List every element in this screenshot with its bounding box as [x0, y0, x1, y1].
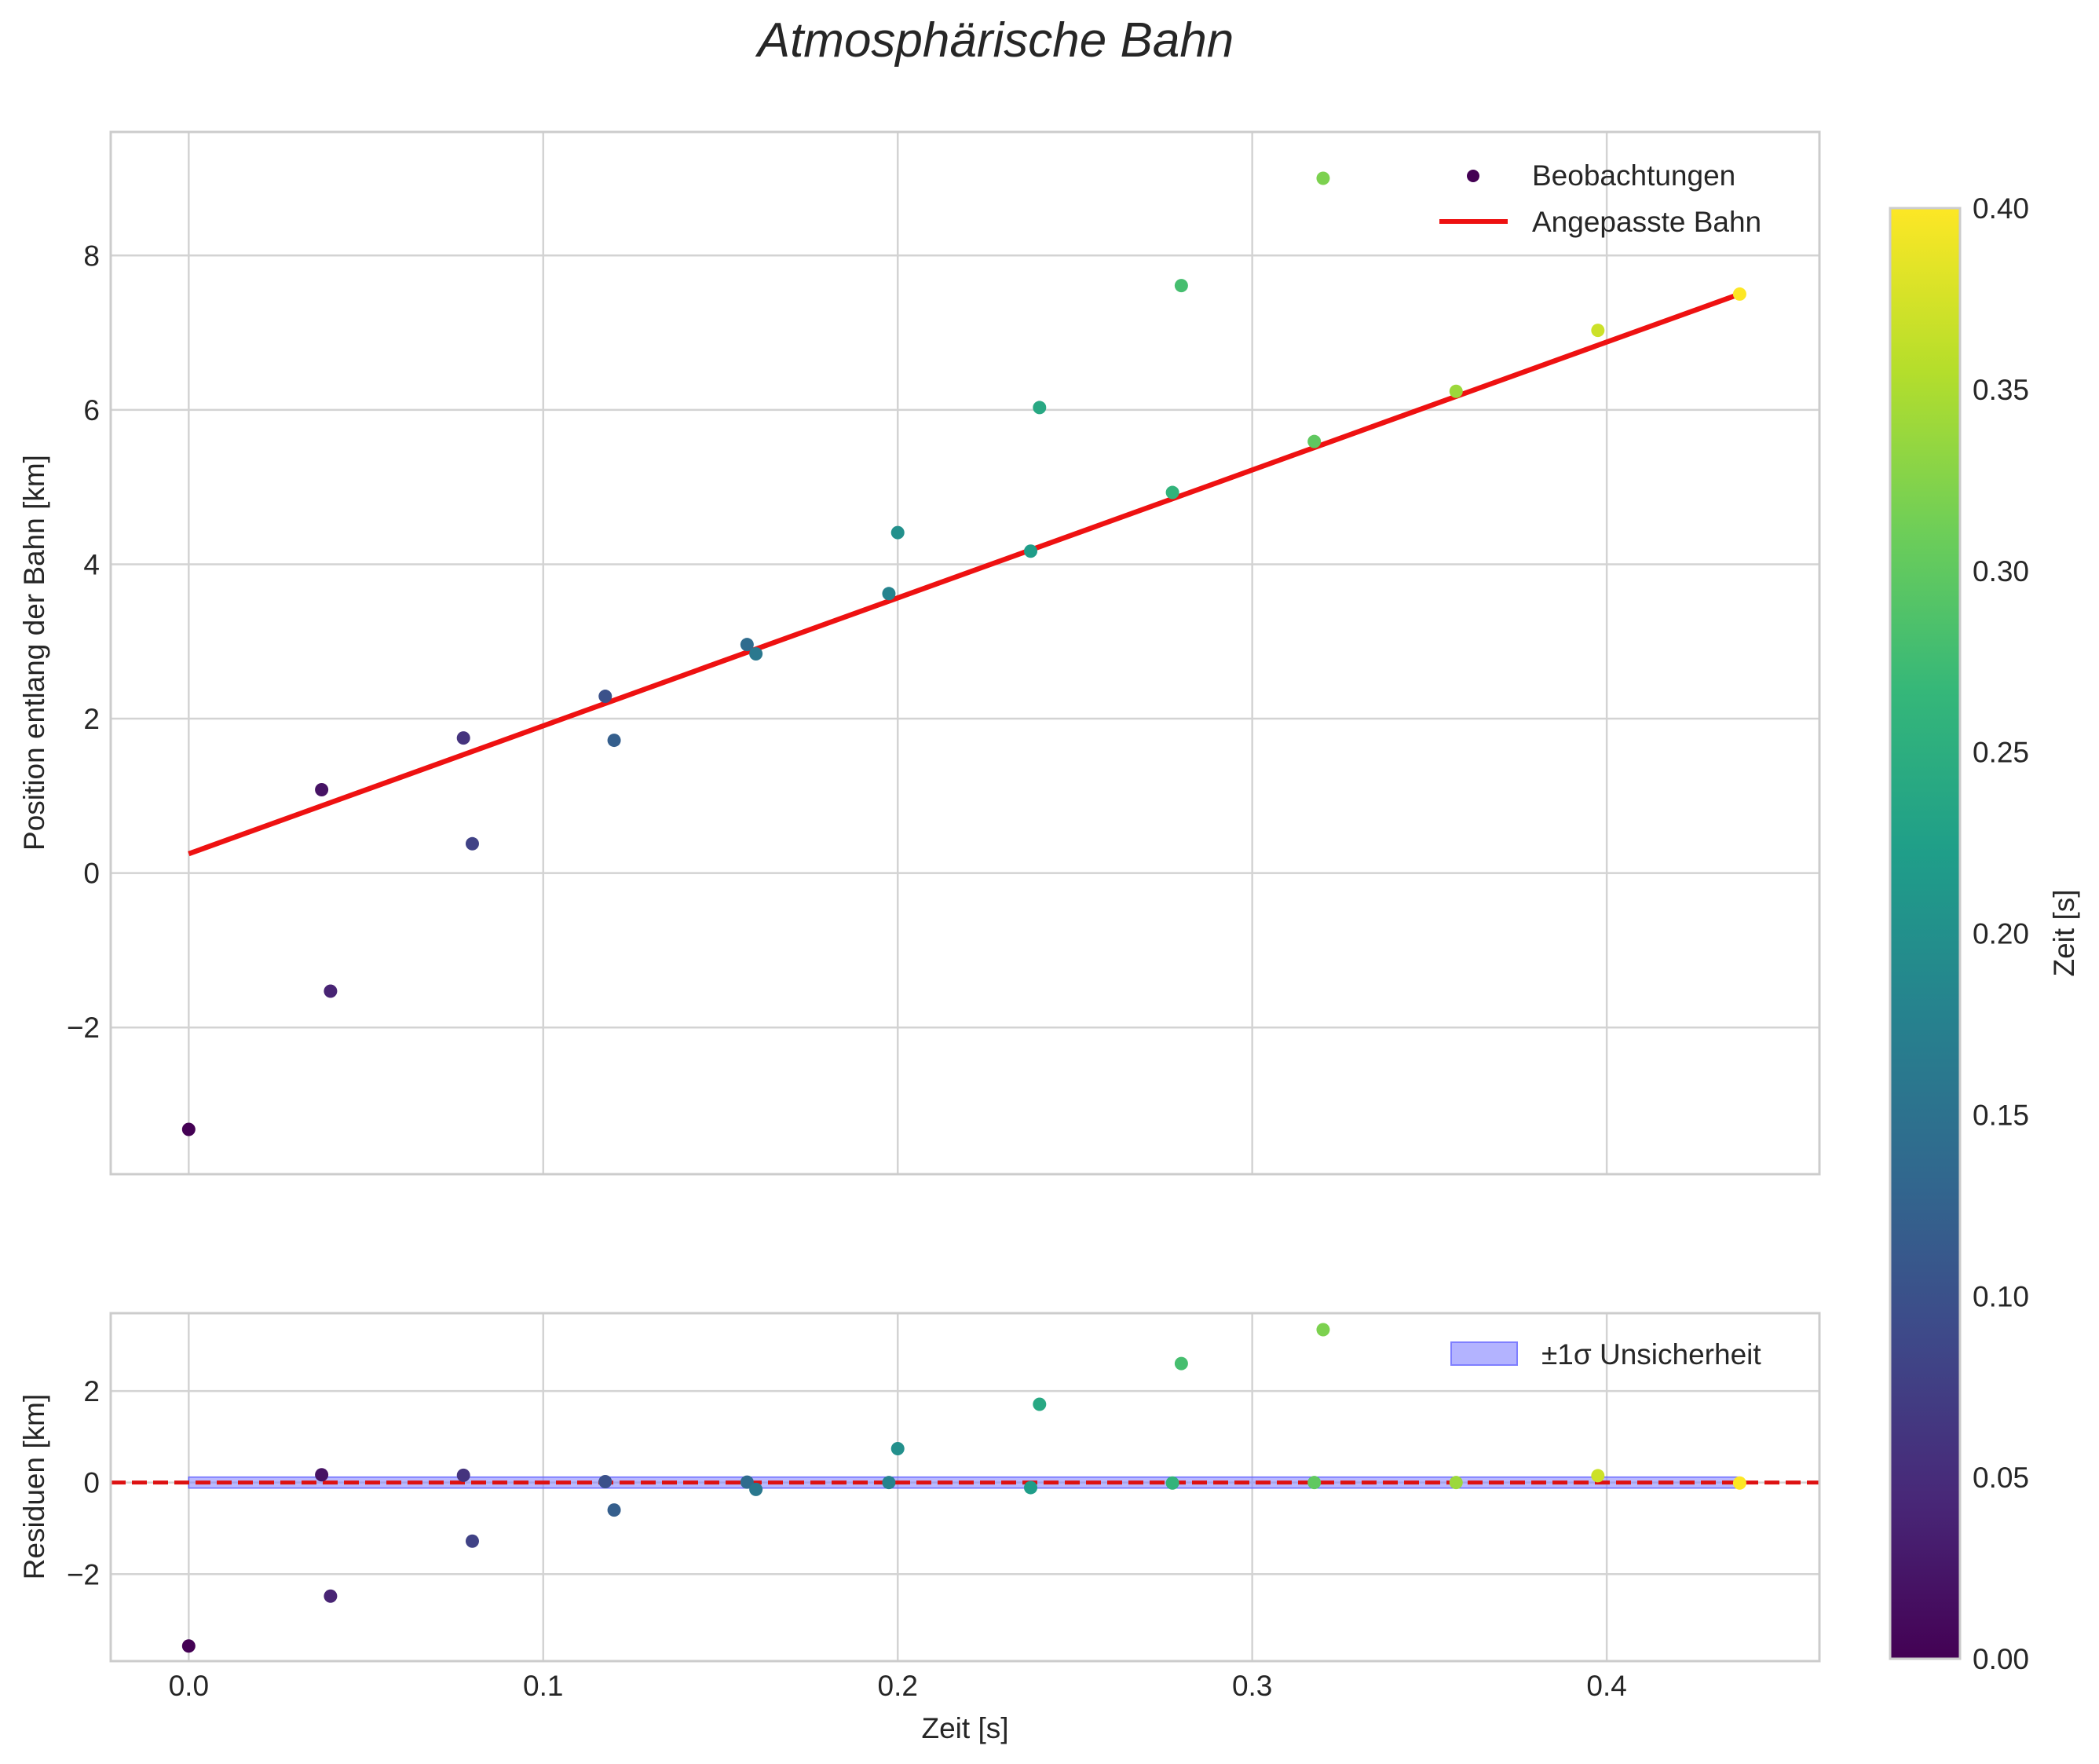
data-point — [181, 1639, 196, 1653]
plot-frame — [109, 1312, 1821, 1663]
x-tick-label: 0.1 — [523, 1670, 563, 1702]
data-point — [1033, 401, 1047, 415]
data-point — [1591, 1469, 1605, 1483]
fit-line-layer — [188, 291, 1741, 857]
colorbar-tick-label: 0.00 — [1973, 1643, 2029, 1675]
plot-area — [111, 132, 1819, 1174]
data-point — [1307, 1476, 1322, 1490]
legend-label-fit: Angepasste Bahn — [1532, 206, 1761, 238]
residuals-panel: −2 0 2 0.0 0.1 0.2 0.3 0.4 Zeit [s] Residuen [… — [18, 1312, 1821, 1744]
x-tick-labels: 0.0 0.1 0.2 0.3 0.4 — [169, 1670, 1627, 1702]
data-point — [1449, 384, 1463, 398]
x-tick-label: 0.2 — [878, 1670, 918, 1702]
colorbar-label: Zeit [s] — [2048, 889, 2080, 976]
colorbar: 0.00 0.05 0.10 0.15 0.20 0.25 0.30 0.35 0.40 Zei… — [1889, 192, 2080, 1675]
data-point — [1732, 287, 1746, 301]
data-point — [1591, 324, 1605, 338]
data-point — [456, 731, 470, 745]
legend-label-uncertainty: ±1σ Unsicherheit — [1541, 1338, 1761, 1371]
y-tick-labels: −2 0 2 — [67, 1375, 100, 1590]
colorbar-tick-label: 0.35 — [1973, 374, 2029, 406]
data-point — [890, 525, 905, 540]
x-tick-label: 0.3 — [1232, 1670, 1272, 1702]
colorbar-gradient — [1890, 208, 1960, 1659]
data-point — [456, 1468, 470, 1482]
fit-line — [188, 291, 1741, 857]
data-point — [181, 1122, 196, 1136]
y-tick-label: 2 — [83, 1375, 100, 1407]
y-tick-label: −2 — [67, 1558, 100, 1590]
data-point — [1174, 1356, 1188, 1371]
colorbar-tick-label: 0.40 — [1973, 192, 2029, 225]
data-point — [1024, 544, 1038, 558]
y-tick-labels: −2 0 2 4 6 8 — [67, 240, 100, 1044]
x-tick-label: 0.4 — [1586, 1670, 1626, 1702]
residual-points — [181, 1323, 1746, 1653]
colorbar-tick-labels: 0.00 0.05 0.10 0.15 0.20 0.25 0.30 0.35 0.40 — [1973, 192, 2029, 1675]
data-point — [465, 1534, 479, 1548]
y-axis-label: Residuen [km] — [18, 1394, 50, 1580]
data-point — [1165, 1476, 1179, 1490]
data-point — [598, 690, 613, 704]
chart-title: Atmosphärische Bahn — [755, 13, 1234, 68]
colorbar-tick-label: 0.10 — [1973, 1280, 2029, 1312]
data-point — [607, 1503, 621, 1517]
data-point — [740, 1475, 754, 1489]
data-point — [324, 1589, 338, 1603]
observation-points — [181, 171, 1746, 1136]
data-point — [1174, 279, 1188, 293]
data-point — [1449, 1476, 1463, 1490]
y-tick-label: −2 — [67, 1012, 100, 1044]
plot-frame — [109, 130, 1821, 1176]
grid — [111, 132, 1819, 1174]
colorbar-tick-label: 0.25 — [1973, 737, 2029, 769]
legend-marker-observations — [1467, 170, 1479, 182]
data-point — [1307, 434, 1322, 448]
colorbar-tick-label: 0.30 — [1973, 555, 2029, 587]
data-point — [749, 1482, 763, 1496]
legend-label-observations: Beobachtungen — [1532, 159, 1735, 192]
data-point — [324, 984, 338, 998]
data-point — [1732, 1476, 1746, 1490]
data-point — [890, 1442, 905, 1456]
x-tick-label: 0.0 — [169, 1670, 209, 1702]
y-axis-label: Position entlang der Bahn [km] — [18, 455, 50, 851]
data-point — [607, 734, 621, 748]
data-point — [882, 1476, 896, 1490]
data-point — [740, 638, 754, 652]
y-tick-label: 0 — [83, 858, 100, 890]
data-point — [1024, 1480, 1038, 1495]
y-tick-label: 8 — [83, 240, 100, 272]
y-tick-label: 4 — [83, 548, 100, 580]
data-point — [1316, 1323, 1330, 1337]
data-point — [598, 1475, 613, 1489]
legend-patch-uncertainty — [1450, 1341, 1518, 1366]
data-point — [1316, 171, 1330, 185]
y-tick-label: 0 — [83, 1467, 100, 1499]
colorbar-tick-label: 0.15 — [1973, 1099, 2029, 1131]
x-axis-label: Zeit [s] — [921, 1712, 1008, 1744]
data-point — [882, 587, 896, 601]
trajectory-panel: −2 0 2 4 6 8 Position entlang der Bahn [km] B… — [18, 130, 1821, 1176]
data-point — [749, 646, 763, 661]
data-point — [465, 836, 479, 851]
y-tick-label: 6 — [83, 394, 100, 426]
data-point — [315, 782, 329, 796]
colorbar-frame — [1889, 207, 1962, 1660]
legend: ±1σ Unsicherheit — [1450, 1338, 1761, 1371]
data-point — [1165, 485, 1179, 500]
colorbar-tick-label: 0.20 — [1973, 918, 2029, 950]
colorbar-tick-label: 0.05 — [1973, 1462, 2029, 1494]
data-point — [315, 1468, 329, 1482]
legend: Beobachtungen Angepasste Bahn — [1439, 159, 1761, 238]
data-point — [1033, 1397, 1047, 1411]
y-tick-label: 2 — [83, 703, 100, 735]
